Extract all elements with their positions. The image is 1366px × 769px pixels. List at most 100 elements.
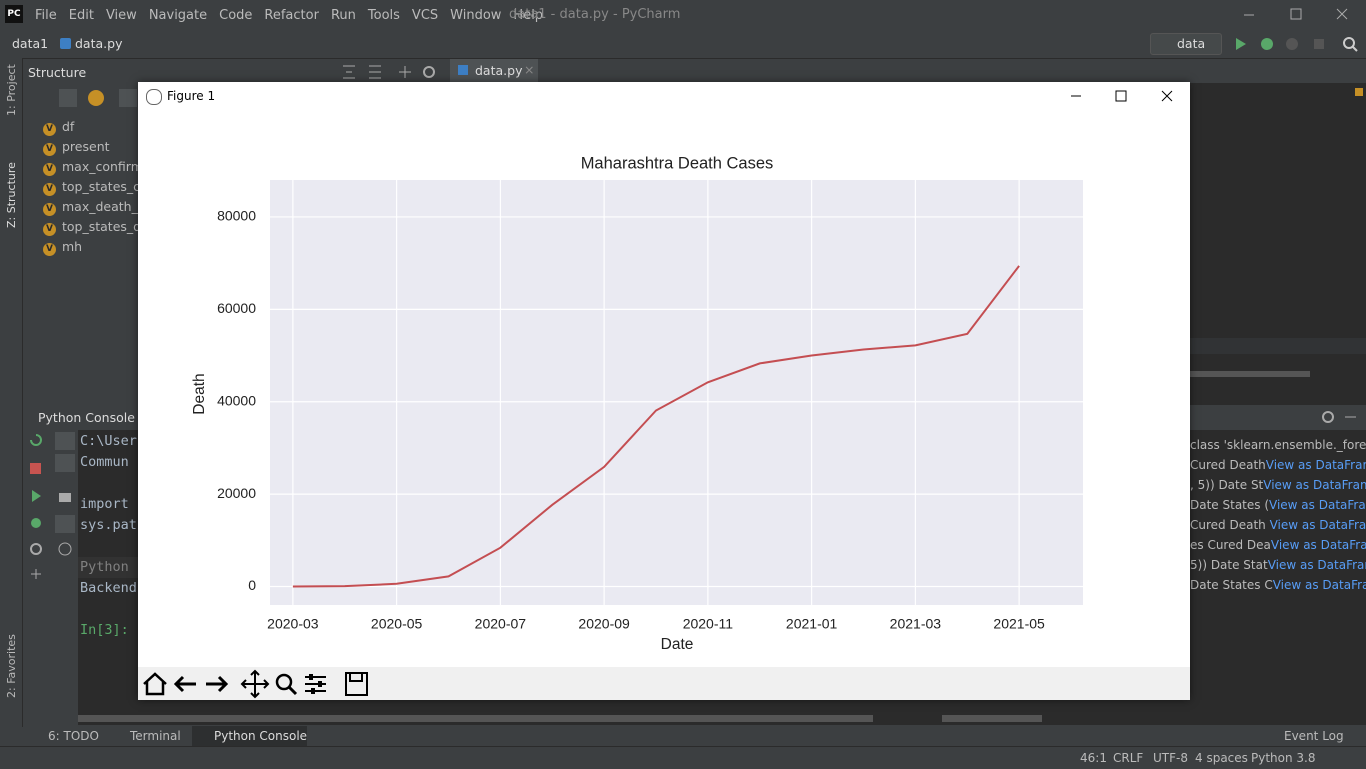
item-badge: V — [43, 243, 56, 256]
variable-row[interactable]: 5)) Date StatView as DataFrame — [1190, 555, 1366, 575]
variable-row[interactable]: Cured DeathView as DataFrame — [1190, 455, 1366, 475]
breadcrumb[interactable]: data1 — [12, 36, 49, 51]
tool-tab[interactable]: Terminal — [130, 729, 181, 743]
item-label: present — [62, 139, 110, 154]
variable-row[interactable]: Cured Death View as DataFrame — [1190, 515, 1366, 535]
y-tick-label: 40000 — [217, 392, 256, 408]
chart: Maharashtra Death Cases Date Death 0 2000… — [191, 154, 1083, 653]
console-line: Backend — [80, 580, 137, 596]
menu-item[interactable]: Edit — [68, 8, 94, 23]
tool-tab[interactable]: 1: Project — [5, 64, 18, 116]
item-badge: V — [43, 183, 56, 196]
menu-item[interactable]: Navigate — [148, 8, 208, 23]
tool-tab[interactable]: 2: Favorites — [5, 634, 18, 698]
tool-tab[interactable]: Event Log — [1284, 729, 1344, 743]
figure-toolbar — [138, 667, 1190, 700]
variable-row[interactable]: , 5)) Date StView as DataFrame — [1190, 475, 1366, 495]
status-item[interactable]: 46:1 — [1080, 751, 1107, 765]
menu-item[interactable]: Help — [513, 8, 544, 23]
window-controls[interactable] — [1058, 82, 1190, 110]
variable-row[interactable]: Date States (View as DataFrame — [1190, 495, 1366, 515]
status-bar: 46:1 CRLF UTF-8 4 spaces Python 3.8 — [0, 746, 1366, 769]
variable-row[interactable]: class 'sklearn.ensemble._forest.R — [1190, 435, 1366, 455]
variables-scrollbar — [942, 715, 1042, 722]
status-item[interactable]: UTF-8 — [1153, 751, 1188, 765]
menu-item[interactable]: VCS — [411, 8, 439, 23]
view-link[interactable]: View as DataFrame — [1263, 478, 1366, 492]
item-badge: V — [43, 223, 56, 236]
view-link[interactable]: View as DataFrame — [1267, 558, 1366, 572]
x-tick-label: 2020-09 — [578, 616, 630, 632]
figure-icon — [146, 89, 162, 105]
menu-item[interactable]: Refactor — [264, 8, 319, 23]
variable-row[interactable]: es Cured DeaView as DataFrame — [1190, 535, 1366, 555]
item-label: top_states_dea — [62, 219, 157, 234]
variable-text: 5)) Date Stat — [1190, 558, 1268, 572]
y-tick-label: 60000 — [217, 300, 256, 316]
item-badge: V — [43, 143, 56, 156]
status-item[interactable]: CRLF — [1113, 751, 1144, 765]
menu-item[interactable]: Window — [450, 8, 502, 23]
variable-text: class 'sklearn.ensemble._forest.R — [1190, 438, 1366, 452]
plot-area — [270, 180, 1083, 605]
console-toolbar[interactable] — [23, 430, 78, 690]
toolbar-icons[interactable] — [138, 667, 378, 700]
title-bar: PC File Edit View Navigate Code Refactor Run To… — [0, 0, 1366, 30]
window-controls[interactable] — [1230, 0, 1366, 30]
menu-item[interactable]: Code — [219, 8, 253, 23]
editor-caret-row — [1190, 338, 1366, 354]
y-axis-label: Death — [191, 373, 208, 414]
item-label: mh — [62, 239, 83, 254]
tab-close[interactable]: × — [524, 62, 535, 77]
panel-toolbar[interactable] — [341, 63, 441, 81]
console-scrollbar — [78, 715, 873, 722]
error-stripe — [1355, 88, 1363, 96]
window-title: data1 - data.py - PyCharm — [509, 7, 681, 22]
editor-tabs: data.py × — [448, 59, 1366, 85]
panel-toolbar[interactable] — [1318, 408, 1363, 426]
item-label: df — [62, 119, 75, 134]
tool-tab[interactable]: Python Console — [214, 729, 308, 743]
view-link[interactable]: View as DataFrame — [1272, 578, 1366, 592]
active-tab-bg — [192, 726, 307, 746]
structure-toolbar[interactable] — [23, 87, 138, 113]
item-label: max_confirme — [62, 159, 151, 174]
item-badge: V — [43, 203, 56, 216]
variable-row[interactable]: Date States CView as DataFrame — [1190, 575, 1366, 595]
status-item[interactable]: Python 3.8 — [1251, 751, 1316, 765]
menu-item[interactable]: Tools — [367, 8, 400, 23]
console-prompt[interactable]: In[3]: — [80, 622, 129, 638]
tool-tab[interactable]: 6: TODO — [48, 729, 99, 743]
file-icon — [458, 65, 468, 75]
tool-tab[interactable]: Z: Structure — [5, 162, 18, 228]
run-config[interactable]: data — [1150, 33, 1222, 55]
menu-bar: File Edit View Navigate Code Refactor Run Tools… — [35, 7, 555, 23]
view-link[interactable]: View as DataFrame — [1269, 518, 1366, 532]
status-item[interactable]: 4 spaces — [1195, 751, 1248, 765]
view-link[interactable]: View as DataFrame — [1269, 498, 1366, 512]
menu-item[interactable]: View — [105, 8, 137, 23]
view-link[interactable]: View as DataFrame — [1270, 538, 1366, 552]
menu-item[interactable]: File — [35, 8, 57, 23]
left-tool-stripe: 1: Project Z: Structure 2: Favorites — [0, 58, 23, 745]
panel-title[interactable]: Python Console — [38, 410, 135, 425]
figure-window: Figure 1 Maharashtra Death Cases Date De… — [138, 82, 1190, 700]
breadcrumb[interactable]: data.py — [75, 36, 123, 51]
editor-tab[interactable]: data.py × — [450, 59, 538, 85]
item-badge: V — [43, 123, 56, 136]
console-line: import — [80, 496, 129, 512]
view-link[interactable]: View as DataFrame — [1265, 458, 1366, 472]
y-tick-label: 0 — [248, 577, 256, 593]
y-tick-label: 80000 — [217, 208, 256, 224]
menu-item[interactable]: Run — [330, 8, 356, 23]
y-tick-label: 20000 — [217, 485, 256, 501]
run-toolbar[interactable] — [1230, 34, 1366, 54]
